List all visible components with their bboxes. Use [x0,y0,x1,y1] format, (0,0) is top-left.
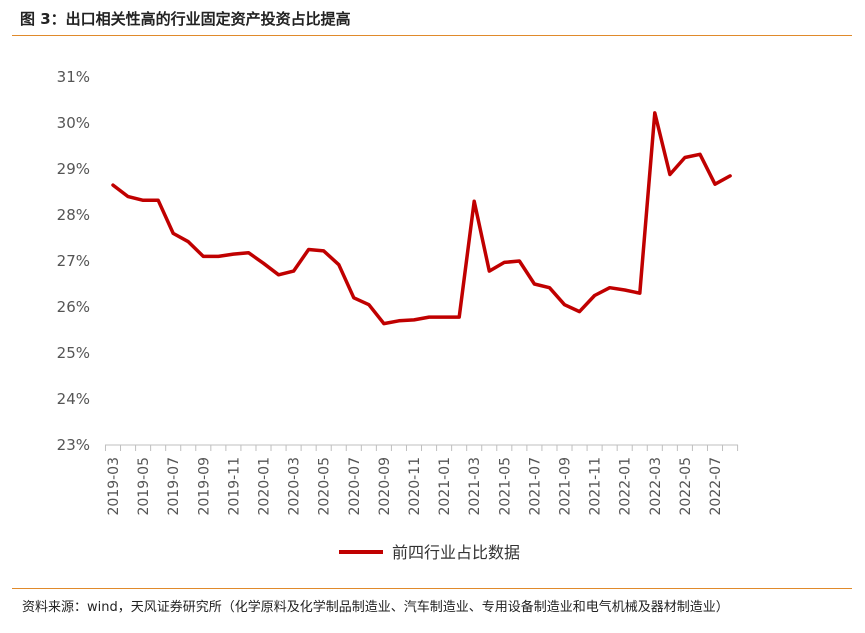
series-layer [111,111,732,326]
x-tick-label: 2022-01 [618,457,634,516]
x-tick-label: 2019-11 [226,457,242,516]
top-divider [12,35,852,36]
x-tick-label: 2019-05 [136,457,152,516]
x-tick-label: 2021-09 [558,457,574,516]
y-tick-label: 26% [57,298,90,316]
y-tick-label: 30% [57,114,90,132]
line-chart: 23%24%25%26%27%28%29%30%31% 2019-03 2019-… [57,68,739,562]
x-tick-label: 2021-03 [467,457,483,516]
x-tick-label: 2020-03 [287,457,303,516]
x-tick-label: 2019-03 [106,457,122,516]
x-tick-label: 2021-11 [588,457,604,516]
x-tick-label: 2020-07 [347,457,363,516]
x-tick-label: 2020-11 [407,457,423,516]
x-tick-label: 2020-01 [257,457,273,516]
source-note: 资料来源：wind，天风证券研究所（化学原料及化学制品制造业、汽车制造业、专用设… [22,600,729,615]
y-tick-label: 27% [57,252,90,270]
y-tick-label: 29% [57,160,90,178]
y-tick-label: 23% [57,436,90,454]
x-tick-label: 2021-07 [527,457,543,516]
x-axis: 2019-03 2019-05 2019-07 2019-09 2019-11 2020-… [104,444,739,516]
y-axis-ticks: 23% 24% 25% 26% 27% 28% 29% 30% 31% [57,68,90,454]
x-tick-label: 2019-07 [166,457,182,516]
x-tick-label: 2022-03 [648,457,664,516]
legend-label: 前四行业占比数据 [392,543,520,562]
x-tick-label: 2021-05 [497,457,513,516]
x-tick-label: 2022-05 [678,457,694,516]
legend: 前四行业占比数据 [339,543,520,562]
x-tick-label: 2022-07 [708,457,724,516]
page-title: 图 3：出口相关性高的行业固定资产投资占比提高 [20,10,351,28]
bottom-divider [12,588,852,589]
header: 图 3：出口相关性高的行业固定资产投资占比提高 [0,0,865,36]
x-tick-label: 2020-09 [377,457,393,516]
y-tick-label: 31% [57,68,90,86]
series-line [111,111,732,326]
y-tick-label: 28% [57,206,90,224]
x-tick-label: 2019-09 [196,457,212,516]
x-tick-label: 2021-01 [437,457,453,516]
y-tick-label: 25% [57,344,90,362]
x-tick-label: 2020-05 [317,457,333,516]
y-tick-label: 24% [57,390,90,408]
